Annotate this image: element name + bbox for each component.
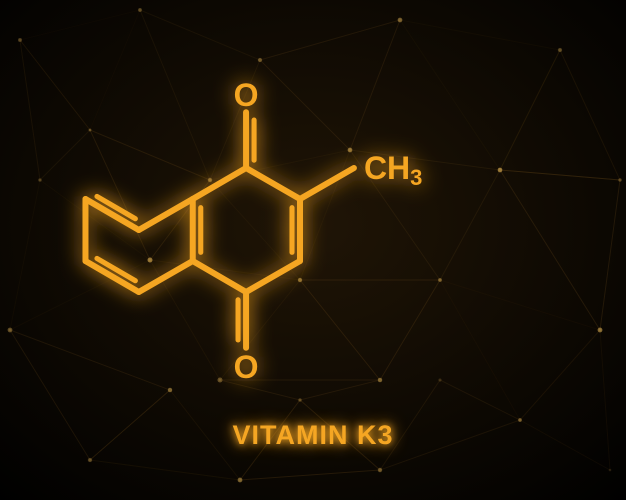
compound-title: VITAMIN K3 — [232, 420, 393, 451]
atom-label: O — [234, 77, 259, 113]
atom-label: O — [234, 349, 259, 385]
